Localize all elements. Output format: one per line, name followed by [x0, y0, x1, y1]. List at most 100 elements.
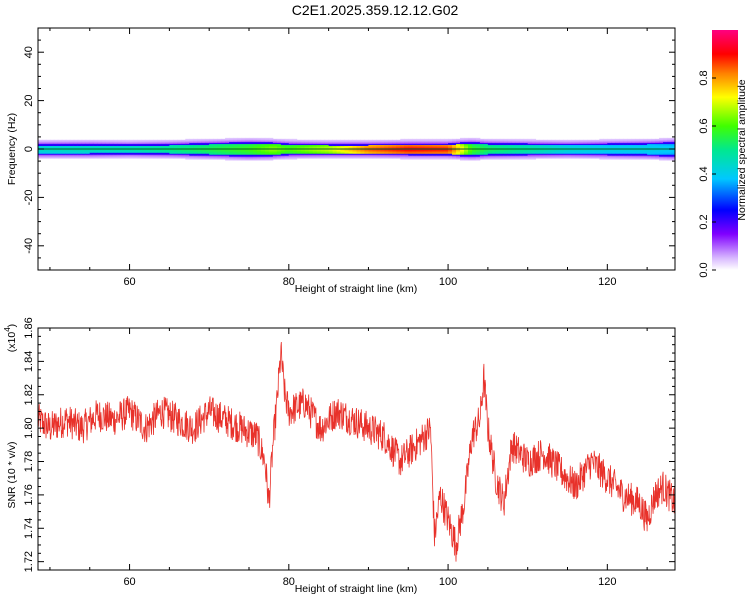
- spectrogram-cell: [229, 153, 234, 155]
- spectrogram-cell: [256, 145, 262, 147]
- spectrogram-cell: [448, 157, 453, 159]
- spectrogram-cell: [535, 149, 541, 151]
- spectrogram-cell: [260, 159, 266, 161]
- spectrogram-cell: [181, 146, 186, 148]
- spectrogram-cell: [201, 150, 206, 152]
- spectrogram-cell: [519, 151, 525, 153]
- spectrogram-cell: [591, 153, 596, 155]
- spectrogram-cell: [125, 153, 130, 155]
- spectrogram-cell: [268, 159, 274, 161]
- spectrogram-cell: [432, 138, 437, 141]
- spectrogram-cell: [495, 157, 501, 159]
- spectrogram-cell: [559, 156, 564, 158]
- spectrogram-cell: [671, 147, 676, 149]
- spectrogram-cell: [659, 144, 664, 147]
- spectrogram-cell: [77, 139, 83, 142]
- spectrogram-cell: [360, 146, 365, 148]
- spectrogram-cell: [352, 154, 357, 156]
- spectrogram-cell: [141, 144, 146, 147]
- spectrogram-cell: [296, 139, 302, 142]
- spectrogram-cell: [372, 155, 377, 157]
- spectrogram-cell: [595, 146, 600, 148]
- spectrogram-cell: [587, 151, 592, 153]
- spectrogram-cell: [249, 139, 254, 142]
- spectrogram-cell: [555, 147, 560, 149]
- spectrogram-cell: [233, 144, 238, 147]
- spectrogram-cell: [567, 149, 572, 151]
- spectrogram-cell: [384, 151, 389, 153]
- spectrogram-cell: [93, 154, 99, 156]
- spectrogram-cell: [288, 144, 294, 147]
- spectrogram-cell: [288, 141, 294, 144]
- spectrogram-cell: [193, 138, 198, 141]
- spectrogram-cell: [292, 152, 298, 154]
- spectrogram-cell: [109, 145, 115, 147]
- spectrogram-cell: [256, 138, 262, 141]
- spectrogram-cell: [137, 142, 142, 145]
- snr-y-tick-label: 1.84: [23, 351, 35, 372]
- spectrogram-cell: [221, 142, 226, 145]
- spectrogram-cell: [428, 146, 433, 148]
- spectrogram-cell: [360, 141, 365, 144]
- spectrogram-cell: [531, 156, 537, 158]
- spectrogram-cell: [272, 143, 278, 146]
- spectrogram-cell: [499, 154, 505, 156]
- spectrogram-cell: [376, 144, 381, 147]
- spectrogram-cell: [161, 157, 166, 159]
- spectrogram-cell: [185, 150, 190, 152]
- spectrogram-cell: [193, 150, 198, 152]
- spectrogram-cell: [567, 153, 572, 155]
- spectrogram-cell: [404, 155, 409, 157]
- spectrogram-cell: [233, 151, 238, 153]
- spectrogram-cell: [81, 142, 87, 145]
- spectrogram-cell: [49, 145, 55, 147]
- spectrogram-cell: [671, 144, 676, 147]
- spectrogram-cell: [376, 149, 381, 151]
- spectrogram-cell: [113, 147, 119, 149]
- spectrogram-cell: [316, 139, 322, 142]
- spectrogram-cell: [165, 143, 170, 146]
- snr-x-tick-label: 60: [123, 576, 135, 588]
- spectrogram-cell: [129, 146, 134, 148]
- spectrogram-cell: [583, 147, 588, 149]
- spectrogram-cell: [523, 138, 529, 141]
- spectrogram-cell: [400, 152, 405, 154]
- spectrogram-cell: [452, 146, 457, 148]
- spectrogram-cell: [507, 150, 513, 152]
- spectrogram-cell: [145, 143, 150, 146]
- spectrogram-cell: [627, 156, 632, 158]
- spectrogram-cell: [137, 139, 142, 142]
- spectrogram-cell: [177, 139, 182, 142]
- spectrogram-cell: [483, 151, 489, 153]
- spectrogram-cell: [97, 143, 103, 146]
- spectrogram-cell: [547, 151, 552, 153]
- spectrogram-cell: [344, 151, 349, 153]
- spectrogram-cell: [471, 154, 477, 156]
- spectrogram-cell: [392, 139, 397, 142]
- spectrogram-cell: [671, 143, 676, 146]
- spectrogram-cell: [245, 139, 250, 142]
- spectrogram-cell: [161, 152, 166, 154]
- spectrogram-cell: [420, 155, 425, 157]
- spectrogram-cell: [129, 149, 134, 151]
- spectrogram-cell: [523, 151, 529, 153]
- spectrogram-cell: [276, 139, 282, 142]
- spectrogram-cell: [539, 152, 545, 154]
- spectrogram-cell: [595, 154, 600, 156]
- spectrogram-cell: [53, 145, 59, 147]
- spectrogram-cell: [583, 142, 588, 145]
- spectrogram-cell: [252, 153, 258, 155]
- spectrogram-cell: [655, 141, 660, 144]
- spectrogram-cell: [647, 142, 652, 145]
- spectrogram-cell: [245, 137, 250, 140]
- spectrogram-cell: [213, 158, 218, 160]
- spectrogram-cell: [284, 157, 290, 159]
- spectrogram-cell: [221, 140, 226, 143]
- spectrogram-cell: [436, 153, 441, 155]
- spectrogram-cell: [420, 158, 425, 160]
- spectrogram-cell: [436, 143, 441, 146]
- spectrogram-cell: [233, 150, 238, 152]
- spectrogram-cell: [543, 144, 548, 147]
- spectrogram-cell: [479, 146, 485, 148]
- spectrogram-cell: [209, 158, 214, 160]
